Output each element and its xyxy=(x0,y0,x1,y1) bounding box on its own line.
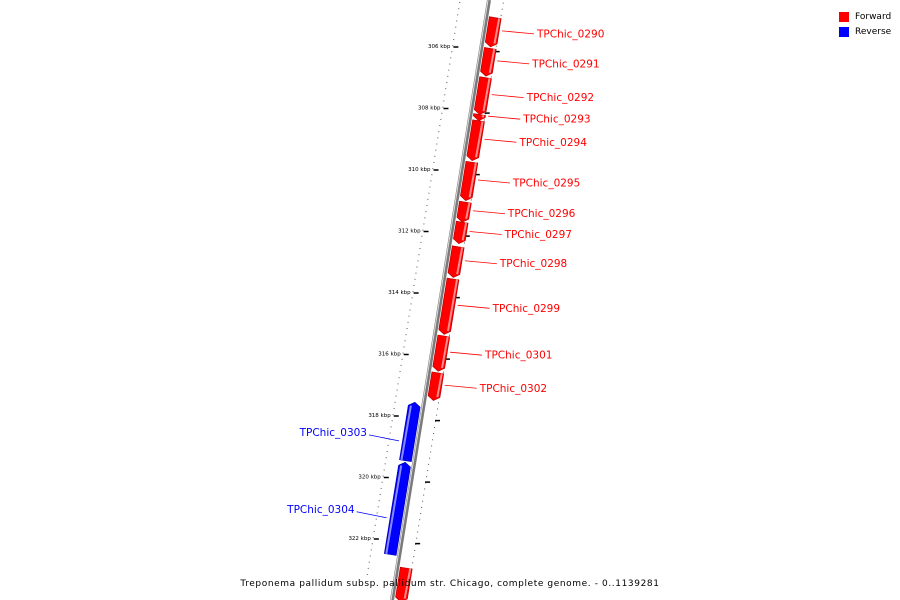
gene-highlight xyxy=(447,279,458,332)
tick-label: 320 kbp xyxy=(358,475,381,481)
legend-reverse-label: Reverse xyxy=(855,26,892,37)
gene-label-TPChic_0295[interactable]: TPChic_0295 xyxy=(512,177,580,189)
gene-highlight xyxy=(468,162,477,198)
legend-forward-label: Forward xyxy=(855,11,892,22)
gene-label-TPChic_0297[interactable]: TPChic_0297 xyxy=(504,229,572,241)
genome-caption: Treponema pallidum subsp. pallidum str. … xyxy=(240,579,660,589)
gene-leader xyxy=(450,351,483,356)
tick-label: 314 kbp xyxy=(388,290,411,296)
gene-leader xyxy=(464,260,497,265)
tick-label: 316 kbp xyxy=(378,352,401,358)
gene-leader xyxy=(472,210,505,215)
gene-leader xyxy=(368,434,400,442)
gene-highlight xyxy=(436,373,443,398)
gene-leader xyxy=(356,511,387,519)
gene-highlight xyxy=(481,114,485,118)
genome-backbone-highlight xyxy=(390,0,489,600)
gene-leader xyxy=(501,30,535,35)
gene-label-TPChic_0301[interactable]: TPChic_0301 xyxy=(484,350,552,362)
gene-label-TPChic_0302[interactable]: TPChic_0302 xyxy=(479,383,547,395)
reverse-swatch xyxy=(839,26,849,37)
gene-label-TPChic_0293[interactable]: TPChic_0293 xyxy=(522,114,590,126)
legend-reverse: Reverse xyxy=(839,24,891,39)
genome-backbone xyxy=(390,0,491,600)
gene-label-TPChic_0299[interactable]: TPChic_0299 xyxy=(492,303,560,315)
gene-highlight xyxy=(482,78,491,112)
gene-leader xyxy=(488,115,521,120)
tick-label: 306 kbp xyxy=(428,44,451,50)
gene-label-TPChic_0298[interactable]: TPChic_0298 xyxy=(499,258,567,270)
gene-label-TPChic_0303[interactable]: TPChic_0303 xyxy=(299,427,367,439)
tick-label: 312 kbp xyxy=(398,229,421,235)
gene-label-TPChic_0296[interactable]: TPChic_0296 xyxy=(507,208,576,220)
tick-label: 308 kbp xyxy=(418,106,441,112)
gene-highlight xyxy=(488,48,496,73)
tick-label: 310 kbp xyxy=(408,167,431,173)
gene-leader xyxy=(491,94,524,99)
legend: Forward Reverse xyxy=(839,9,891,39)
gene-highlight xyxy=(461,222,468,241)
forward-swatch xyxy=(839,11,849,22)
gene-highlight xyxy=(441,336,449,369)
gene-leader xyxy=(444,384,477,389)
gene-highlight xyxy=(456,247,464,275)
gene-leader xyxy=(497,60,530,65)
gene-label-TPChic_0291[interactable]: TPChic_0291 xyxy=(531,58,599,70)
gene-highlight xyxy=(400,405,412,461)
gene-highlight xyxy=(465,202,471,220)
legend-forward: Forward xyxy=(839,9,891,24)
gene-highlight xyxy=(403,568,412,599)
gene-highlight xyxy=(493,18,501,44)
gene-leader xyxy=(484,138,517,143)
tick-label: 318 kbp xyxy=(368,413,391,419)
gene-leader xyxy=(469,231,502,235)
gene-highlight xyxy=(475,121,484,158)
gene-leader xyxy=(457,304,490,309)
gene-label-TPChic_0290[interactable]: TPChic_0290 xyxy=(536,28,604,40)
gene-highlight xyxy=(385,465,403,555)
gene-label-TPChic_0304[interactable]: TPChic_0304 xyxy=(286,504,355,516)
tick-label: 322 kbp xyxy=(348,536,371,542)
gene-label-TPChic_0294[interactable]: TPChic_0294 xyxy=(518,137,587,149)
gene-features: TPChic_0290 TPChic_0291 TPChic_0292 TPChic_… xyxy=(286,16,604,600)
gene-label-TPChic_0292[interactable]: TPChic_0292 xyxy=(526,92,594,104)
gene-leader xyxy=(477,179,510,184)
